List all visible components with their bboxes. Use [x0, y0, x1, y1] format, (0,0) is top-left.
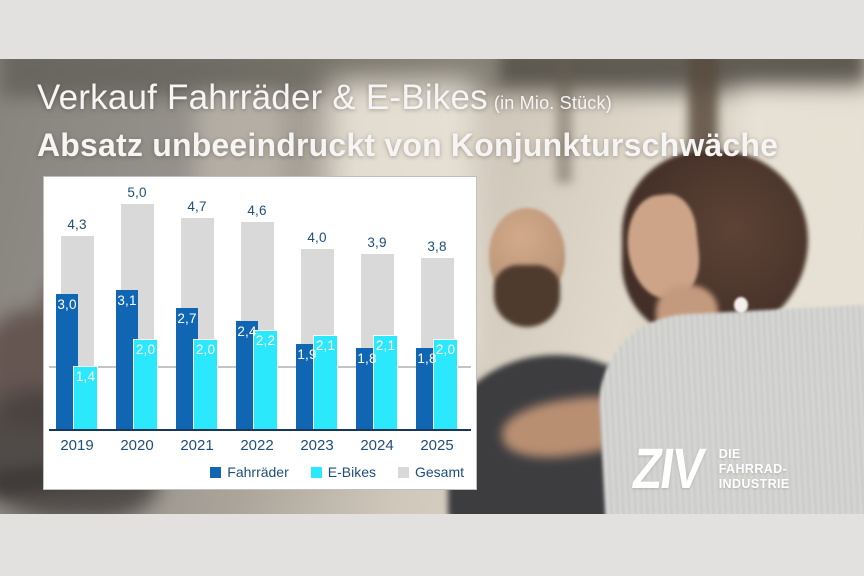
bar-fahrraeder-2024	[356, 348, 378, 429]
value-label-ebikes-2025: 2,0	[435, 342, 456, 357]
bar-fahrraeder-2020	[116, 289, 138, 429]
letterbox-bottom	[0, 514, 864, 576]
bar-ebikes-2021	[193, 339, 218, 429]
value-label-fahrraeder-2023: 1,9	[297, 346, 317, 362]
value-label-ebikes-2021: 2,0	[195, 342, 216, 357]
value-label-gesamt-2019: 4,3	[67, 216, 87, 232]
value-label-fahrraeder-2019: 3,0	[57, 297, 77, 312]
ziv-logo: ZIV DIE FAHRRAD- INDUSTRIE	[628, 437, 790, 501]
value-label-ebikes-2022: 2,2	[255, 333, 276, 348]
value-label-ebikes-2023: 2,1	[315, 337, 336, 353]
slide-title-unit: (in Mio. Stück)	[493, 93, 612, 113]
letterbox-top	[0, 0, 864, 59]
value-label-gesamt-2022: 4,6	[247, 203, 267, 218]
x-axis-label-2021: 2021	[180, 437, 214, 454]
ziv-tagline-line: DIE	[718, 447, 741, 462]
value-label-gesamt-2020: 5,0	[127, 185, 147, 200]
x-axis-label-2023: 2023	[300, 437, 334, 454]
ziv-logo-tagline: DIE FAHRRAD- INDUSTRIE	[719, 447, 790, 491]
x-axis-line	[49, 429, 471, 431]
slide-title-text: Verkauf Fahrräder & E-Bikes	[37, 78, 488, 117]
bar-ebikes-2023	[313, 334, 338, 429]
legend-item-e-bikes: E-Bikes	[310, 464, 376, 480]
value-label-fahrraeder-2021: 2,7	[177, 310, 197, 326]
photo-man-beard	[494, 265, 560, 327]
value-label-ebikes-2020: 2,0	[135, 342, 156, 357]
value-label-ebikes-2024: 2,1	[375, 337, 396, 353]
ziv-tagline-line: FAHRRAD-	[718, 461, 788, 476]
x-axis-label-2019: 2019	[60, 437, 94, 454]
bar-chart: 4,3 3,0 1,4 2019 5,0 3,1 2,0 2020 4,7 2,7 2,0 2021 4…	[44, 177, 476, 489]
legend-label: Gesamt	[414, 464, 464, 480]
bar-fahrraeder-2022	[236, 321, 258, 429]
photo-woman-collar-detail	[734, 297, 748, 313]
value-label-gesamt-2021: 4,7	[187, 198, 207, 214]
photo-wall-edge	[556, 59, 572, 183]
value-label-fahrraeder-2025: 1,8	[417, 351, 437, 366]
legend-label: E-Bikes	[327, 464, 376, 480]
x-axis-label-2022: 2022	[240, 437, 274, 454]
chart-panel: 4,3 3,0 1,4 2019 5,0 3,1 2,0 2020 4,7 2,7 2,0 2021 4…	[43, 176, 477, 490]
bar-fahrraeder-2021	[176, 307, 198, 429]
legend-item-gesamt: Gesamt	[397, 464, 464, 480]
value-label-ebikes-2019: 1,4	[75, 369, 96, 384]
bar-ebikes-2025	[433, 339, 458, 429]
slide-subtitle: Absatz unbeeindruckt von Konjunkturschwä…	[37, 127, 779, 163]
legend-swatch-icon	[210, 466, 222, 478]
x-axis-label-2025: 2025	[420, 437, 454, 454]
background-photo: Verkauf Fahrräder & E-Bikes (in Mio. Stüc…	[0, 59, 864, 514]
ziv-logo-mark: ZIV	[628, 437, 707, 501]
value-label-gesamt-2024: 3,9	[367, 234, 387, 250]
slide-titles: Verkauf Fahrräder & E-Bikes (in Mio. Stüc…	[37, 77, 778, 164]
bar-fahrraeder-2019	[56, 294, 78, 429]
bar-ebikes-2020	[133, 339, 158, 429]
bar-ebikes-2024	[373, 334, 398, 429]
value-label-gesamt-2023: 4,0	[307, 230, 327, 245]
bar-fahrraeder-2023	[296, 343, 318, 429]
value-label-fahrraeder-2024: 1,8	[357, 351, 377, 366]
x-axis-label-2024: 2024	[360, 437, 394, 454]
slide-title: Verkauf Fahrräder & E-Bikes (in Mio. Stüc…	[37, 77, 778, 119]
legend-item-fahrrder: Fahrräder	[210, 464, 289, 480]
value-label-fahrraeder-2020: 3,1	[117, 292, 137, 308]
value-label-gesamt-2025: 3,8	[427, 239, 447, 254]
ziv-tagline-line: INDUSTRIE	[718, 476, 790, 491]
x-axis-label-2020: 2020	[120, 437, 154, 454]
bar-ebikes-2022	[253, 330, 278, 429]
bar-fahrraeder-2025	[416, 348, 438, 429]
bar-ebikes-2019	[73, 366, 98, 429]
legend-swatch-icon	[397, 466, 409, 478]
value-label-fahrraeder-2022: 2,4	[237, 324, 257, 339]
legend-label: Fahrräder	[227, 464, 289, 480]
chart-legend: Fahrräder E-Bikes Gesamt	[210, 464, 464, 480]
legend-swatch-icon	[310, 466, 322, 478]
